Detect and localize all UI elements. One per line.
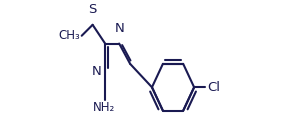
Text: N: N bbox=[92, 65, 102, 78]
Text: NH₂: NH₂ bbox=[92, 101, 115, 114]
Text: CH₃: CH₃ bbox=[58, 29, 80, 42]
Text: Cl: Cl bbox=[207, 81, 220, 94]
Text: S: S bbox=[88, 3, 97, 16]
Text: N: N bbox=[114, 22, 124, 35]
